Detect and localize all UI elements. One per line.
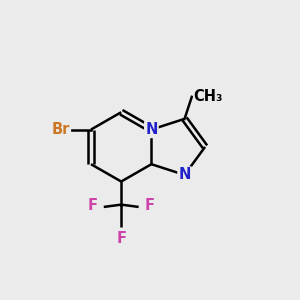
Text: N: N [145, 122, 158, 137]
Text: CH₃: CH₃ [193, 89, 222, 104]
Text: Br: Br [52, 122, 70, 137]
Text: F: F [116, 231, 126, 246]
Text: N: N [178, 167, 191, 182]
Text: F: F [145, 198, 154, 213]
Text: F: F [88, 198, 98, 213]
